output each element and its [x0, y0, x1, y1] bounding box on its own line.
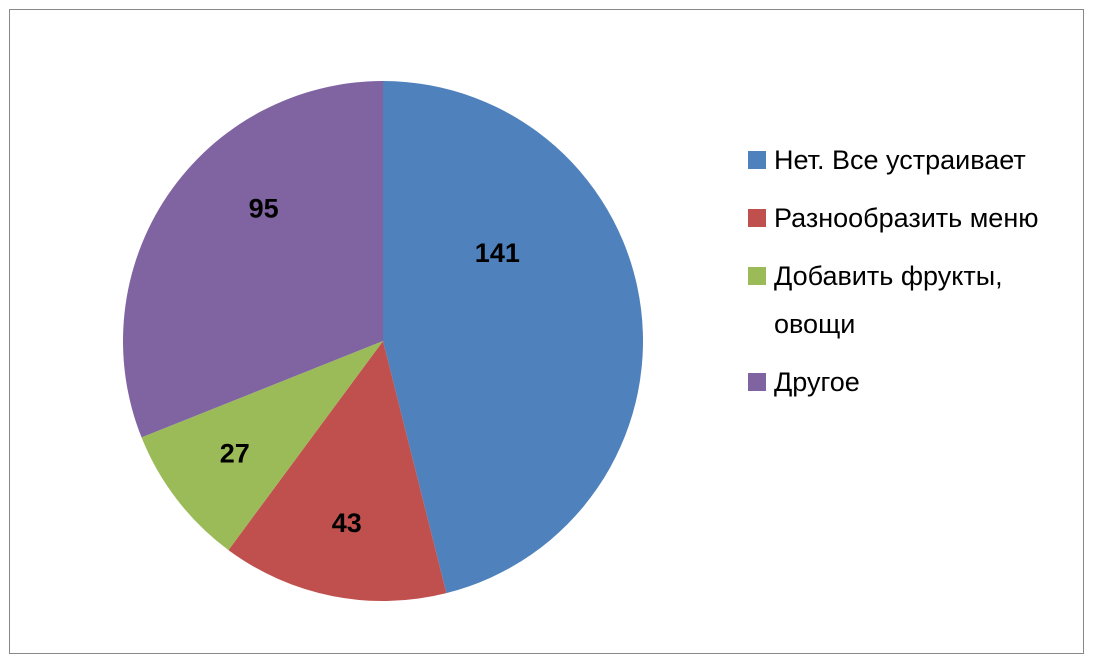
data-label: 43 [332, 508, 362, 538]
chart-frame [9, 9, 1084, 654]
data-label: 141 [475, 238, 520, 268]
legend-item: Разнообразить меню [748, 194, 1078, 242]
legend-swatch [748, 267, 766, 285]
pie-slice [228, 341, 447, 601]
legend-swatch [748, 373, 766, 391]
pie-slice [383, 81, 644, 594]
legend-label: Другое [774, 367, 860, 397]
legend-label: Добавить фрукты, овощи [774, 261, 1003, 339]
pie-slice [123, 81, 383, 438]
legend-item: Добавить фрукты, овощи [748, 252, 1078, 348]
legend-item: Другое [748, 358, 1078, 406]
legend: Нет. Все устраивает Разнообразить меню Доб… [748, 136, 1078, 416]
legend-label: Разнообразить меню [774, 203, 1039, 233]
pie-slice [141, 341, 383, 551]
legend-item: Нет. Все устраивает [748, 136, 1078, 184]
data-label: 27 [220, 438, 250, 468]
legend-swatch [748, 209, 766, 227]
legend-label: Нет. Все устраивает [774, 145, 1026, 175]
data-label: 95 [249, 194, 279, 224]
legend-swatch [748, 151, 766, 169]
